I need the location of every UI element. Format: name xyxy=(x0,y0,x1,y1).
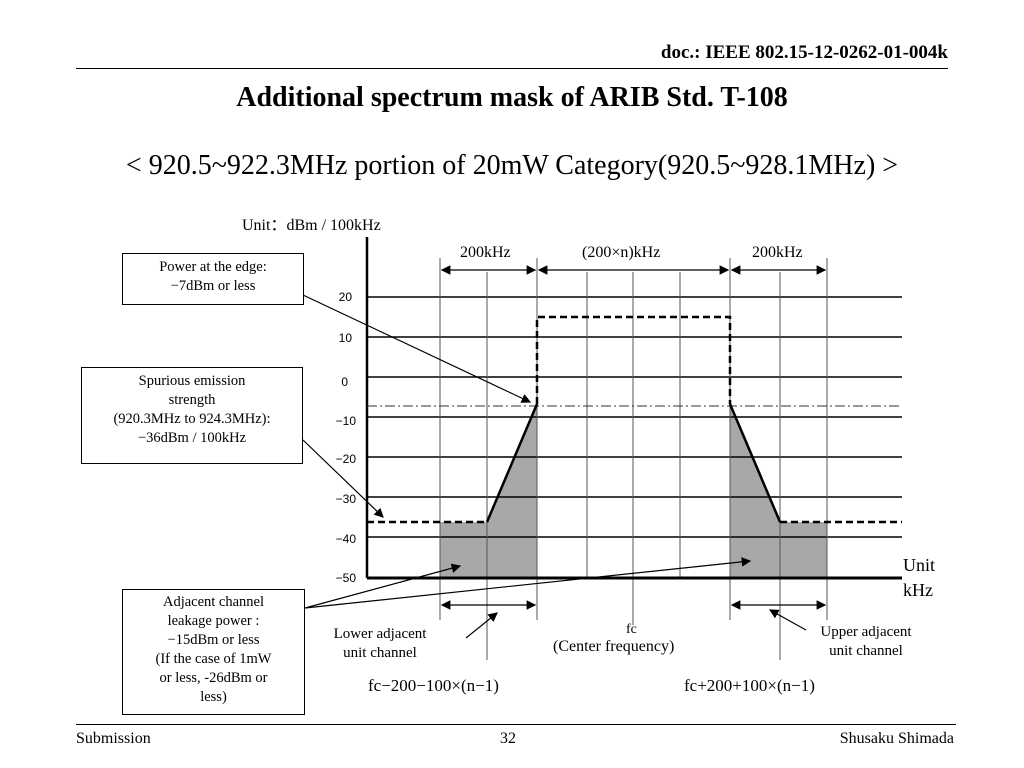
dim-left-label: 200kHz xyxy=(460,244,511,261)
x-unit-label: Unit xyxy=(903,555,936,575)
header-rule xyxy=(76,68,948,69)
callout-adjacent-leakage: Adjacent channel leakage power : −15dBm … xyxy=(122,589,305,715)
y-tick-minus30: −30 xyxy=(335,492,356,506)
slide-title: Additional spectrum mask of ARIB Std. T-… xyxy=(236,82,788,113)
dim-mid-label: (200×n)kHz xyxy=(582,244,661,261)
right-leakage-area xyxy=(730,404,827,578)
slide-subtitle: < 920.5~922.3MHz portion of 20mW Categor… xyxy=(125,150,899,181)
mask-right-slope xyxy=(728,403,782,523)
grid-horizontal xyxy=(367,296,902,538)
formula-left: fc−200−100×(n−1) xyxy=(368,676,499,695)
y-tick-minus20: −20 xyxy=(335,452,356,466)
footer-author: Shusaku Shimada xyxy=(839,730,954,747)
center-frequency-label: (Center frequency) xyxy=(553,638,675,655)
x-unit-khz: kHz xyxy=(903,580,933,600)
footer-submission: Submission xyxy=(76,730,151,747)
y-tick-20: 20 xyxy=(338,290,352,304)
doc-id: doc.: IEEE 802.15-12-0262-01-004k xyxy=(660,42,948,63)
callout-edge-power: Power at the edge: −7dBm or less xyxy=(122,253,304,305)
callout-spurious-emission: Spurious emission strength (920.3MHz to … xyxy=(81,367,303,464)
left-leakage-area xyxy=(440,404,537,578)
lower-adjacent-label: Lower adjacent unit channel xyxy=(333,626,427,661)
y-tick-minus50: −50 xyxy=(335,571,356,585)
grid-vertical xyxy=(439,258,828,660)
y-tick-0: 0 xyxy=(341,375,348,389)
y-tick-minus40: −40 xyxy=(335,532,356,546)
y-tick-minus10: −10 xyxy=(335,414,356,428)
page-number: 32 xyxy=(500,730,516,747)
mask-left-slope xyxy=(485,403,539,523)
fc-label: fc xyxy=(626,622,637,637)
y-tick-10: 10 xyxy=(338,331,352,345)
upper-adjacent-label: Upper adjacent unit channel xyxy=(820,624,912,659)
footer-rule xyxy=(76,724,956,725)
unit-label: Unit：dBm / 100kHz xyxy=(242,217,381,234)
formula-right: fc+200+100×(n−1) xyxy=(684,676,815,695)
dim-right-label: 200kHz xyxy=(752,244,803,261)
